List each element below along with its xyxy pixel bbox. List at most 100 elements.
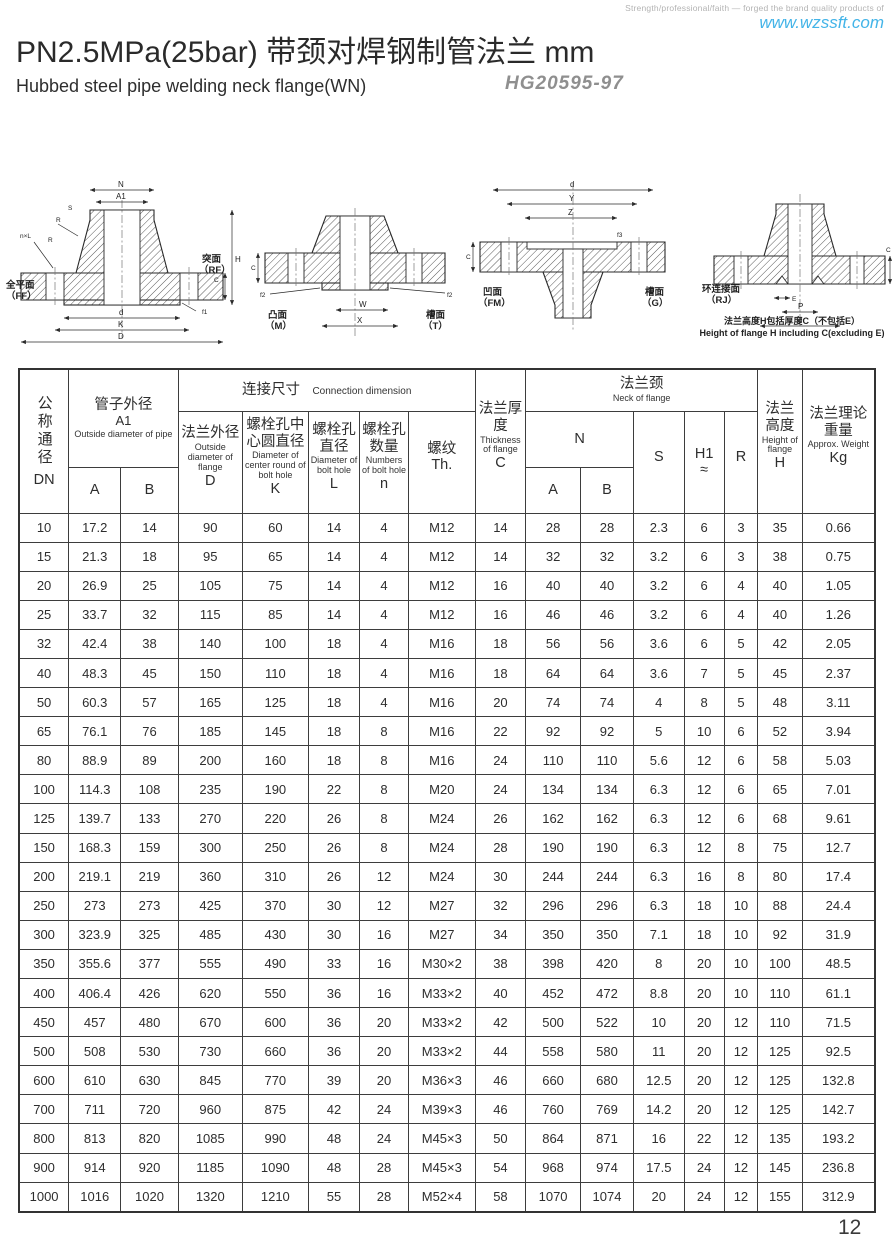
h1-approx: ≈ [700, 462, 709, 478]
table-cell: 244 [579, 861, 635, 892]
table-cell: 24 [474, 774, 527, 805]
table-row: 80 88.9 89 200 160 18 8 M16 24 110 110 5.6 12 6 58 5.03 [18, 745, 876, 776]
dim-label-c: C [214, 277, 219, 284]
table-cell: 17.5 [633, 1152, 685, 1183]
h1-code: H1 [694, 446, 714, 462]
table-cell: 139.7 [68, 803, 122, 834]
face-label-rf: 突面 [202, 253, 222, 265]
table-cell: 115 [177, 599, 243, 630]
table-cell: 244 [525, 861, 581, 892]
table-cell: 100 [241, 628, 309, 659]
table-cell: 220 [241, 803, 309, 834]
col-header-l: 螺栓孔直径 Diameter of bolt hole L [307, 410, 361, 514]
table-cell: 480 [120, 1007, 179, 1038]
table-cell: 90 [177, 512, 243, 543]
col-group-pipe: 管子外径 A1 Outside diameter of pipe [68, 368, 179, 468]
table-cell: 22 [474, 716, 527, 747]
table-cell: 250 [241, 832, 309, 863]
dim-label-c: C [466, 254, 471, 261]
table-cell: 20 [359, 1036, 409, 1067]
table-cell: 18 [474, 657, 527, 689]
table-cell: 974 [579, 1152, 635, 1183]
table-cell: 8.8 [633, 977, 685, 1009]
table-cell: 125 [241, 687, 309, 718]
table-row: 1000 1016 1020 1320 1210 55 28 M52×4 58 1070 1074 2… [18, 1181, 876, 1213]
table-cell: 159 [120, 832, 179, 863]
table-cell: 5 [723, 657, 759, 689]
col-header-d: 法兰外径 Outside diameter of flange D [177, 410, 243, 514]
table-cell: M16 [407, 657, 476, 689]
table-cell: 3.2 [633, 599, 685, 630]
website-link[interactable]: www.wzssft.com [759, 13, 884, 32]
table-cell: 200 [18, 861, 70, 892]
col-header-s: S [633, 410, 685, 514]
table-cell: 92 [579, 716, 635, 747]
table-cell: 125 [757, 1094, 803, 1125]
table-cell: 9.61 [801, 803, 876, 834]
col-header-h: 法兰高度 Height of flange H [757, 368, 803, 514]
table-cell: 165 [177, 687, 243, 718]
face-code-t: （T） [423, 320, 448, 332]
table-cell: 17.4 [801, 861, 876, 892]
table-cell: M30×2 [407, 948, 476, 980]
table-cell: 450 [18, 1007, 70, 1038]
table-cell: 12 [723, 1123, 759, 1154]
table-cell: 26 [474, 803, 527, 834]
table-cell: 20 [683, 1094, 725, 1125]
table-cell: 16 [474, 599, 527, 630]
table-cell: 968 [525, 1152, 581, 1183]
table-row: 25 33.7 32 115 85 14 4 M12 16 46 46 3.2 6 4 40 1.26 [18, 599, 876, 630]
pipe-cn: 管子外径 [94, 397, 153, 413]
table-cell: 3.6 [633, 657, 685, 689]
table-cell: 20 [683, 1036, 725, 1067]
table-cell: 20 [683, 1065, 725, 1096]
table-cell: 48 [757, 687, 803, 718]
k-code: K [270, 481, 281, 497]
table-cell: 25 [120, 570, 179, 601]
table-cell: 360 [177, 861, 243, 892]
table-cell: 7.1 [633, 919, 685, 950]
table-cell: 42 [757, 628, 803, 659]
table-cell: 7 [683, 657, 725, 689]
table-cell: 3.94 [801, 716, 876, 747]
table-cell: 312.9 [801, 1181, 876, 1213]
table-cell: 18 [120, 541, 179, 572]
d-code: D [205, 472, 216, 489]
table-cell: 3.2 [633, 541, 685, 572]
table-cell: 296 [525, 890, 581, 921]
table-cell: M27 [407, 919, 476, 950]
dim-label-f3: f3 [617, 232, 623, 239]
table-cell: 28 [579, 512, 635, 543]
table-cell: 74 [525, 687, 581, 718]
dim-label-f2-left: f2 [260, 292, 266, 299]
table-cell: 28 [525, 512, 581, 543]
table-cell: 28 [474, 832, 527, 863]
table-cell: 1000 [18, 1181, 70, 1213]
flange-diagram-rj: 环连接面 （RJ） E P d C [702, 194, 893, 329]
table-cell: 125 [757, 1065, 803, 1096]
table-cell: 4 [359, 628, 409, 659]
table-cell: 1320 [177, 1181, 243, 1213]
table-cell: 18 [683, 919, 725, 950]
table-cell: M24 [407, 803, 476, 834]
table-cell: 89 [120, 745, 179, 776]
table-cell: 85 [241, 599, 309, 630]
kg-en: Approx. Weight [807, 439, 869, 450]
table-cell: 12 [723, 1181, 759, 1213]
table-cell: 4 [359, 599, 409, 630]
col-header-dn-code: DN [33, 471, 55, 488]
d-cn: 法兰外径 [181, 425, 240, 442]
face-code-m: （M） [265, 320, 292, 332]
table-cell: 92 [525, 716, 581, 747]
dim-label-c: C [886, 247, 891, 254]
table-cell: 398 [525, 948, 581, 980]
table-cell: 12.5 [633, 1065, 685, 1096]
table-cell: 273 [68, 890, 122, 921]
table-cell: 52 [757, 716, 803, 747]
l-code: L [329, 476, 338, 493]
table-cell: 6 [683, 628, 725, 659]
table-cell: 400 [18, 977, 70, 1009]
table-cell: 296 [579, 890, 635, 921]
table-cell: 4 [359, 657, 409, 689]
table-cell: 10 [683, 716, 725, 747]
